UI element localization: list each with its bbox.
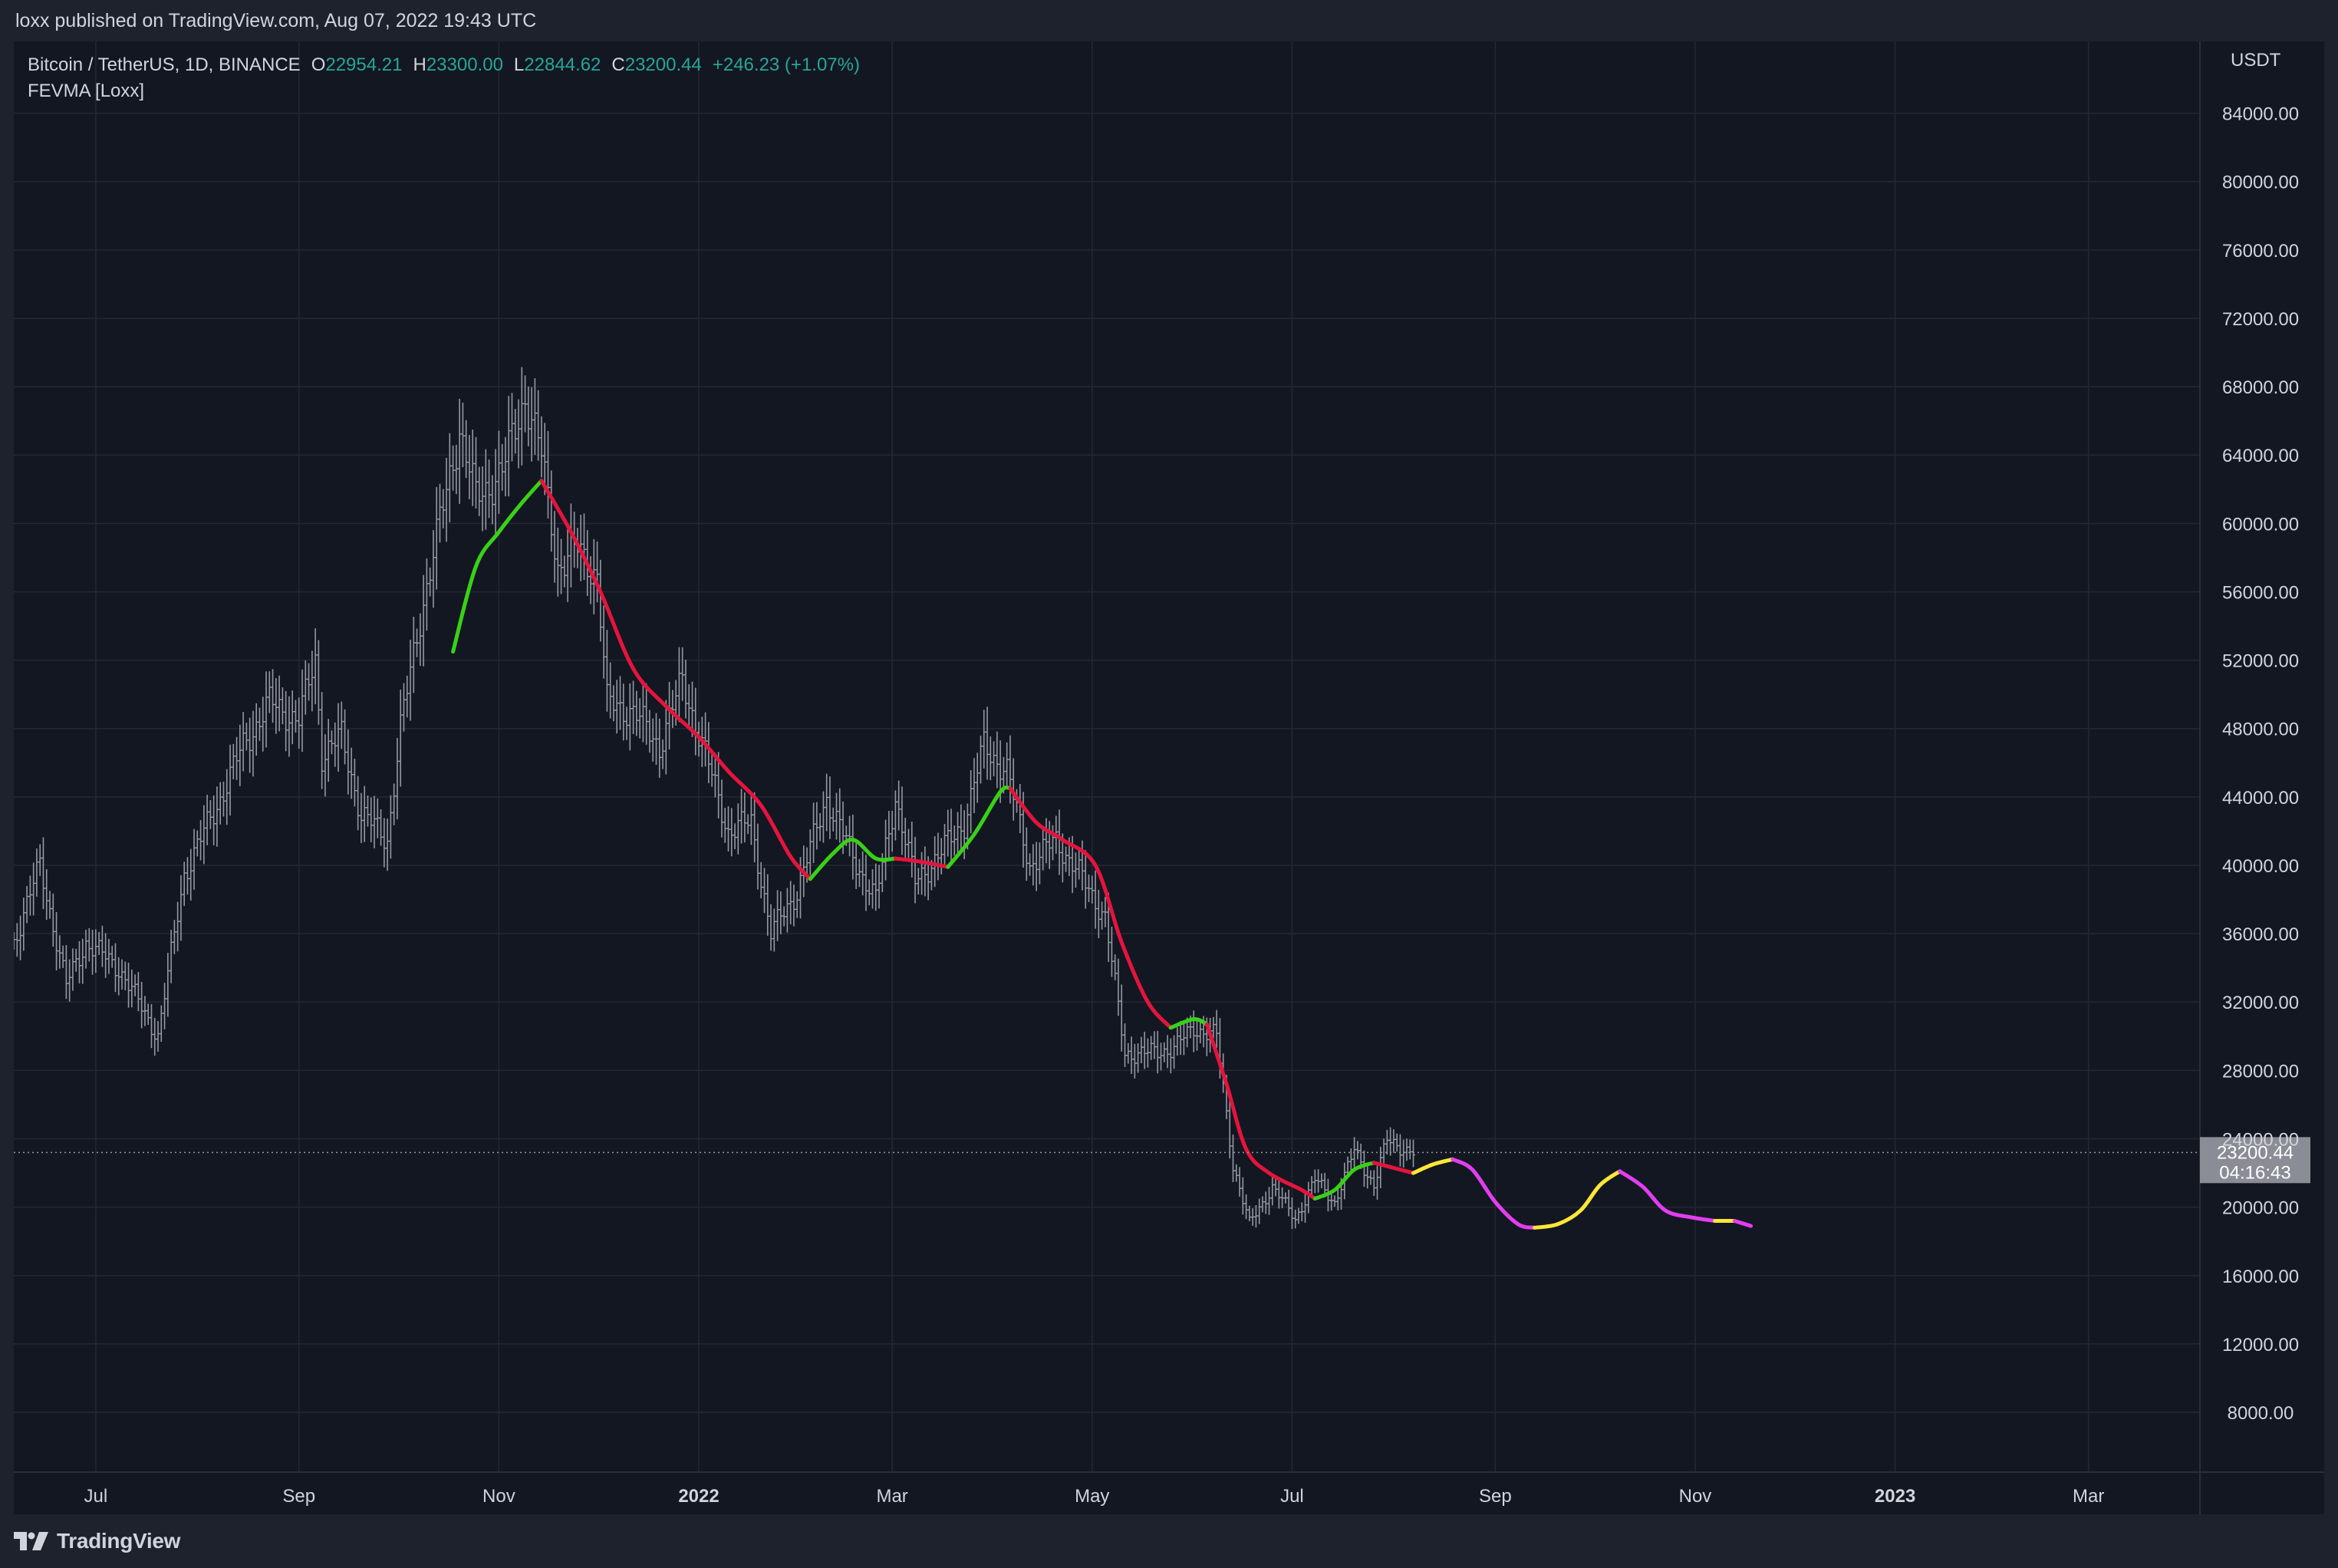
price-tick-label: 56000.00 <box>2222 582 2299 603</box>
time-tick-label: Nov <box>482 1486 515 1507</box>
change-value: +246.23 (+1.07%) <box>712 54 860 75</box>
fevma-segment-red <box>1204 1022 1317 1201</box>
low-value: 22844.62 <box>524 54 601 75</box>
price-tick-label: 52000.00 <box>2222 651 2299 672</box>
publish-text: loxx published on TradingView.com, Aug 0… <box>15 9 537 31</box>
time-tick-label: Sep <box>282 1486 315 1507</box>
fevma-segment-green <box>1168 1016 1209 1030</box>
price-tick-label: 20000.00 <box>2222 1198 2299 1219</box>
last-price-value: 23200.44 <box>2217 1142 2294 1163</box>
bar-close-countdown: 04:16:43 <box>2219 1162 2290 1183</box>
price-tick-label: 12000.00 <box>2222 1335 2299 1356</box>
price-tick-label: 76000.00 <box>2222 241 2299 262</box>
price-tick-label: 48000.00 <box>2222 720 2299 740</box>
footer-bar: TradingView <box>0 1514 2338 1568</box>
fevma-segment-green <box>808 838 897 881</box>
tradingview-logo[interactable]: TradingView <box>14 1529 180 1553</box>
time-tick-label: Jul <box>1280 1486 1304 1507</box>
fevma-segment-red <box>1008 786 1173 1030</box>
time-tick-label: Nov <box>1679 1486 1712 1507</box>
price-axis[interactable]: 84000.00 80000.00 76000.00 72000.00 68000.00… <box>2222 50 2299 1424</box>
fevma-segment-red <box>893 856 950 869</box>
price-tick-label: 68000.00 <box>2222 377 2299 398</box>
time-tick-label: Mar <box>876 1486 907 1507</box>
last-price-badge <box>2200 1137 2310 1184</box>
price-tick-label: 72000.00 <box>2222 309 2299 330</box>
close-value: 23200.44 <box>624 54 702 75</box>
fevma-segment-magenta <box>1618 1169 1717 1223</box>
time-tick-label: 2023 <box>1875 1486 1915 1507</box>
time-tick-label: May <box>1075 1486 1109 1507</box>
high-label: H <box>413 54 426 75</box>
indicator-legend[interactable]: FEVMA [Loxx] <box>28 78 860 104</box>
price-tick-label: 32000.00 <box>2222 993 2299 1013</box>
fevma-segment-green <box>451 479 544 654</box>
low-label: L <box>513 54 525 75</box>
symbol-name: Bitcoin / TetherUS, 1D, BINANCE <box>28 54 301 75</box>
price-tick-label: 84000.00 <box>2222 104 2299 125</box>
price-tick-label: 40000.00 <box>2222 856 2299 877</box>
price-tick-label: 8000.00 <box>2228 1403 2294 1424</box>
time-axis[interactable]: Jul Sep Nov 2022 Mar May Jul Sep Nov 2023 Mar <box>84 1486 2104 1507</box>
fevma-line <box>451 479 1754 1230</box>
price-tick-label: 80000.00 <box>2222 173 2299 193</box>
price-tick-label: 60000.00 <box>2222 514 2299 535</box>
chart-legend: Bitcoin / TetherUS, 1D, BINANCE O 22954.2… <box>28 52 860 104</box>
price-tick-label: 36000.00 <box>2222 924 2299 945</box>
chart-panel[interactable]: 23200.44 04:16:43 84000.00 80000.00 76000.0… <box>14 41 2324 1514</box>
price-tick-label: 28000.00 <box>2222 1061 2299 1082</box>
time-tick-label: 2022 <box>678 1486 719 1507</box>
time-tick-label: Mar <box>2073 1486 2104 1507</box>
price-tick-label: 24000.00 <box>2222 1130 2299 1151</box>
fevma-segment-red <box>539 479 812 881</box>
open-value: 22954.21 <box>325 54 403 75</box>
fevma-segment-red <box>1372 1161 1415 1175</box>
fevma-segment-green <box>946 786 1013 869</box>
high-value: 23300.00 <box>426 54 503 75</box>
publish-header: loxx published on TradingView.com, Aug 0… <box>0 0 2338 41</box>
fevma-segment-yellow <box>1533 1169 1622 1230</box>
fevma-segment-magenta <box>1732 1219 1754 1228</box>
fevma-segment-yellow <box>1411 1157 1455 1175</box>
time-tick-label: Jul <box>84 1486 107 1507</box>
symbol-legend[interactable]: Bitcoin / TetherUS, 1D, BINANCE O 22954.2… <box>28 52 860 78</box>
tradingview-logo-icon <box>14 1532 48 1550</box>
tradingview-brand: TradingView <box>57 1529 181 1553</box>
chart-grid <box>14 41 2324 1514</box>
price-tick-label: 44000.00 <box>2222 788 2299 809</box>
time-tick-label: Sep <box>1479 1486 1512 1507</box>
price-tick-label: 16000.00 <box>2222 1267 2299 1287</box>
chart-background <box>14 41 2324 1514</box>
open-label: O <box>311 54 326 75</box>
indicator-name: FEVMA [Loxx] <box>28 81 145 101</box>
close-label: C <box>611 54 625 75</box>
fevma-segment-green <box>1312 1161 1376 1201</box>
price-tick-label: 64000.00 <box>2222 446 2299 466</box>
fevma-segment-magenta <box>1451 1157 1537 1230</box>
price-bars <box>14 367 1416 1230</box>
price-axis-unit: USDT <box>2231 50 2281 71</box>
